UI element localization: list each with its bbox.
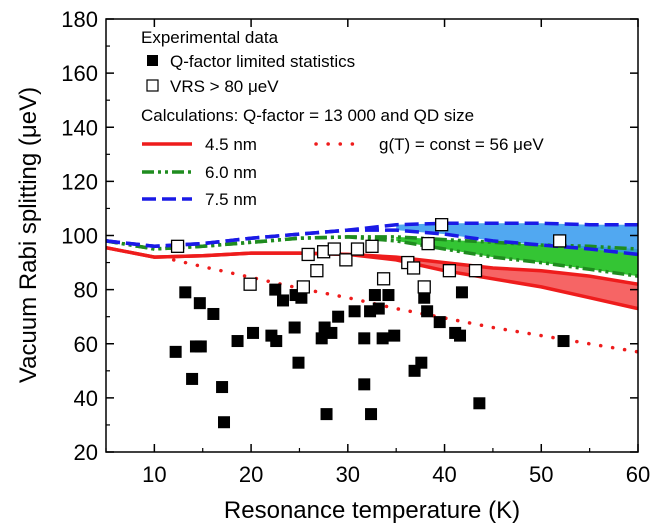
point-qfactor-9: [231, 335, 244, 348]
y-tick-label-60: 60: [74, 332, 98, 357]
point-vrs-0: [170, 239, 185, 253]
y-tick-label-120: 120: [61, 169, 98, 194]
point-qfactor-12: [269, 283, 282, 296]
y-tick-label-160: 160: [61, 61, 98, 86]
point-vrs-3: [301, 247, 315, 262]
legend-vrs-label: VRS > 80 μeV: [170, 77, 279, 96]
point-vrs-1: [243, 277, 257, 291]
point-vrs-10: [376, 272, 391, 286]
point-qfactor-40: [454, 329, 467, 342]
y-tick-label-180: 180: [61, 7, 98, 32]
x-tick-label-30: 30: [336, 462, 360, 487]
legend-q-factor-label: Q-factor limited statistics: [170, 52, 355, 71]
point-qfactor-25: [358, 378, 371, 391]
point-vrs-7: [339, 253, 353, 267]
point-qfactor-38: [433, 316, 446, 329]
point-vrs-17: [468, 264, 483, 278]
point-qfactor-6: [207, 307, 220, 320]
uncertainty-bands: [396, 223, 638, 309]
axis-ticks: 10 20 30 40 50 60 20 40 60 80 100 120 140 160 180: [61, 7, 650, 487]
point-qfactor-4: [193, 297, 206, 310]
y-axis-title: Vacuum Rabi splitting (μeV): [15, 87, 42, 383]
curve-75nm-max: [105, 221, 638, 249]
point-qfactor-21: [320, 408, 333, 421]
point-qfactor-22: [325, 326, 338, 339]
point-qfactor-8: [218, 416, 231, 429]
point-qfactor-13: [270, 335, 283, 348]
point-qfactor-29: [368, 289, 381, 302]
point-vrs-4: [310, 264, 324, 278]
point-vrs-13: [417, 280, 431, 294]
point-qfactor-7: [216, 381, 229, 394]
point-qfactor-19: [315, 332, 328, 345]
point-qfactor-32: [382, 289, 395, 302]
band-45nm: [396, 257, 638, 309]
point-qfactor-28: [365, 408, 378, 421]
point-qfactor-14: [277, 294, 290, 307]
y-tick-label-100: 100: [61, 224, 98, 249]
legend-calculations-heading: Calculations: Q-factor = 13 000 and QD s…: [141, 106, 474, 125]
x-tick-label-40: 40: [432, 462, 456, 487]
point-qfactor-43: [557, 335, 570, 348]
point-qfactor-42: [473, 397, 486, 410]
point-qfactor-41: [455, 286, 468, 299]
point-qfactor-15: [288, 321, 301, 334]
x-tick-label-50: 50: [529, 462, 553, 487]
legend-open-square-marker: [146, 79, 159, 92]
legend: Experimental data Q-factor limited stati…: [141, 28, 544, 209]
legend-filled-square-marker: [147, 55, 158, 66]
point-qfactor-31: [376, 332, 389, 345]
point-vrs-12: [406, 261, 421, 275]
point-qfactor-33: [388, 329, 401, 342]
y-tick-label-20: 20: [74, 440, 98, 465]
point-vrs-2: [296, 280, 310, 294]
point-qfactor-30: [372, 302, 385, 315]
point-qfactor-36: [418, 291, 431, 304]
legend-label-60nm: 6.0 nm: [205, 163, 257, 182]
y-tick-label-80: 80: [74, 278, 98, 303]
point-vrs-8: [350, 242, 365, 256]
x-tick-label-10: 10: [142, 462, 166, 487]
legend-label-gconst: g(T) = const = 56 μeV: [379, 135, 544, 154]
calculation-curves: [105, 221, 640, 354]
y-tick-label-140: 140: [61, 115, 98, 140]
point-qfactor-1: [179, 286, 192, 299]
point-qfactor-18: [295, 291, 308, 304]
point-vrs-15: [434, 218, 449, 232]
point-qfactor-23: [332, 310, 345, 323]
point-qfactor-10: [247, 326, 260, 339]
experimental-points: [169, 218, 570, 429]
point-qfactor-26: [358, 332, 371, 345]
y-tick-label-40: 40: [74, 386, 98, 411]
legend-experimental-heading: Experimental data: [141, 28, 279, 47]
x-tick-label-60: 60: [626, 462, 650, 487]
point-qfactor-24: [348, 305, 361, 318]
curve-45nm-max: [105, 245, 639, 286]
point-vrs-18: [553, 234, 567, 248]
point-qfactor-35: [415, 356, 428, 369]
legend-label-45nm: 4.5 nm: [205, 135, 257, 154]
point-qfactor-5: [194, 340, 207, 353]
point-qfactor-0: [169, 345, 182, 358]
point-qfactor-17: [292, 356, 305, 369]
point-vrs-9: [365, 239, 379, 253]
x-tick-label-20: 20: [239, 462, 263, 487]
point-qfactor-2: [186, 372, 199, 385]
point-vrs-16: [442, 264, 457, 278]
legend-label-75nm: 7.5 nm: [205, 190, 257, 209]
x-axis-title: Resonance temperature (K): [224, 497, 520, 524]
point-vrs-6: [327, 242, 341, 256]
point-vrs-14: [421, 236, 435, 251]
point-qfactor-37: [421, 305, 434, 318]
